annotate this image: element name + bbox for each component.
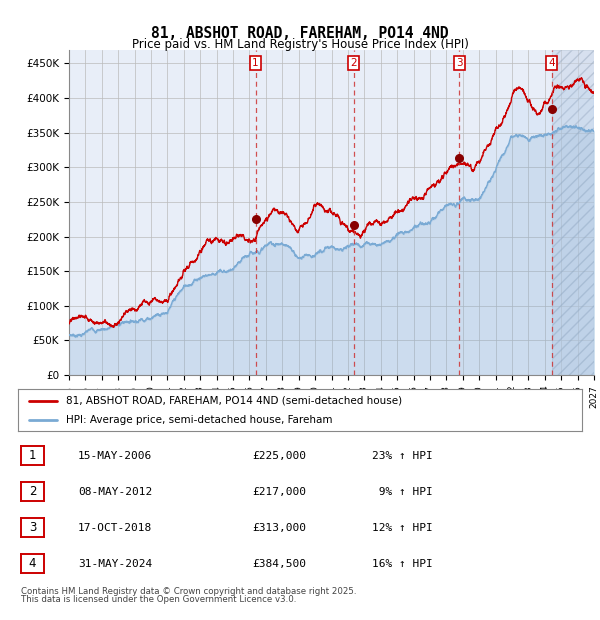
Text: £225,000: £225,000	[252, 451, 306, 461]
Text: 4: 4	[29, 557, 36, 570]
Text: 12% ↑ HPI: 12% ↑ HPI	[372, 523, 433, 533]
Text: 2: 2	[29, 485, 36, 498]
Text: 2: 2	[350, 58, 357, 68]
Text: £384,500: £384,500	[252, 559, 306, 569]
Text: 3: 3	[29, 521, 36, 534]
Text: £217,000: £217,000	[252, 487, 306, 497]
Text: 17-OCT-2018: 17-OCT-2018	[78, 523, 152, 533]
Text: Price paid vs. HM Land Registry's House Price Index (HPI): Price paid vs. HM Land Registry's House …	[131, 38, 469, 51]
Text: 4: 4	[548, 58, 555, 68]
Text: 1: 1	[29, 450, 36, 462]
Text: 9% ↑ HPI: 9% ↑ HPI	[372, 487, 433, 497]
Text: 81, ABSHOT ROAD, FAREHAM, PO14 4ND: 81, ABSHOT ROAD, FAREHAM, PO14 4ND	[151, 26, 449, 41]
Text: 3: 3	[456, 58, 463, 68]
Text: £313,000: £313,000	[252, 523, 306, 533]
Text: 23% ↑ HPI: 23% ↑ HPI	[372, 451, 433, 461]
Text: This data is licensed under the Open Government Licence v3.0.: This data is licensed under the Open Gov…	[21, 595, 296, 604]
Text: Contains HM Land Registry data © Crown copyright and database right 2025.: Contains HM Land Registry data © Crown c…	[21, 587, 356, 596]
Text: 08-MAY-2012: 08-MAY-2012	[78, 487, 152, 497]
Text: 31-MAY-2024: 31-MAY-2024	[78, 559, 152, 569]
Text: 81, ABSHOT ROAD, FAREHAM, PO14 4ND (semi-detached house): 81, ABSHOT ROAD, FAREHAM, PO14 4ND (semi…	[66, 396, 402, 405]
Bar	[551, 50, 594, 375]
Text: HPI: Average price, semi-detached house, Fareham: HPI: Average price, semi-detached house,…	[66, 415, 332, 425]
Text: 1: 1	[252, 58, 259, 68]
Text: 15-MAY-2006: 15-MAY-2006	[78, 451, 152, 461]
Text: 16% ↑ HPI: 16% ↑ HPI	[372, 559, 433, 569]
